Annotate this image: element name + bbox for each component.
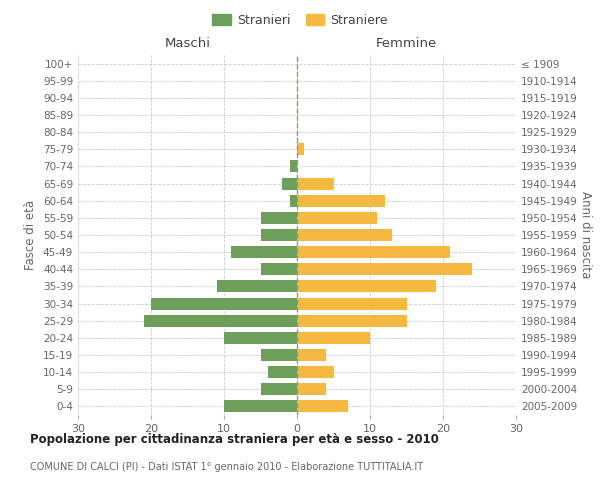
Bar: [297, 264, 472, 276]
Bar: [297, 314, 407, 326]
Text: Popolazione per cittadinanza straniera per età e sesso - 2010: Popolazione per cittadinanza straniera p…: [30, 432, 439, 446]
Bar: [290, 194, 297, 206]
Bar: [297, 194, 385, 206]
Bar: [260, 212, 297, 224]
Bar: [290, 160, 297, 172]
Bar: [297, 366, 334, 378]
Legend: Stranieri, Straniere: Stranieri, Straniere: [207, 8, 393, 32]
Bar: [260, 229, 297, 241]
Bar: [297, 384, 326, 396]
Bar: [260, 349, 297, 361]
Bar: [283, 178, 297, 190]
Bar: [260, 264, 297, 276]
Bar: [232, 246, 297, 258]
Bar: [297, 332, 370, 344]
Bar: [151, 298, 297, 310]
Y-axis label: Fasce di età: Fasce di età: [25, 200, 37, 270]
Text: Maschi: Maschi: [164, 37, 211, 50]
Bar: [217, 280, 297, 292]
Bar: [144, 314, 297, 326]
Bar: [297, 400, 348, 412]
Bar: [297, 144, 304, 156]
Y-axis label: Anni di nascita: Anni di nascita: [578, 192, 592, 278]
Bar: [297, 178, 334, 190]
Bar: [260, 384, 297, 396]
Bar: [297, 229, 392, 241]
Text: Femmine: Femmine: [376, 37, 437, 50]
Bar: [297, 212, 377, 224]
Bar: [268, 366, 297, 378]
Bar: [224, 400, 297, 412]
Text: COMUNE DI CALCI (PI) - Dati ISTAT 1° gennaio 2010 - Elaborazione TUTTITALIA.IT: COMUNE DI CALCI (PI) - Dati ISTAT 1° gen…: [30, 462, 423, 472]
Bar: [224, 332, 297, 344]
Bar: [297, 349, 326, 361]
Bar: [297, 298, 407, 310]
Bar: [297, 280, 436, 292]
Bar: [297, 246, 451, 258]
